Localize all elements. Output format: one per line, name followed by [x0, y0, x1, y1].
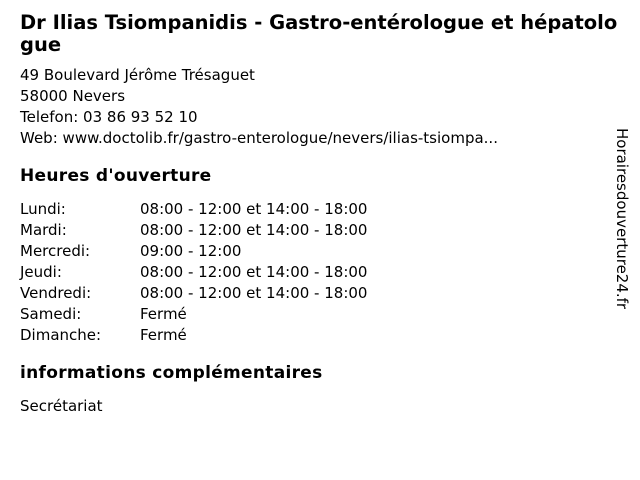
hours-row-saturday: Samedi: Fermé	[20, 304, 640, 325]
hours-row-tuesday: Mardi: 08:00 - 12:00 et 14:00 - 18:00	[20, 220, 640, 241]
additional-info-heading: informations complémentaires	[20, 363, 323, 383]
address-line-2: 58000 Nevers	[20, 87, 126, 105]
day-label: Dimanche:	[20, 326, 102, 344]
site-watermark-vertical: Horairesdouverture24.fr	[613, 128, 631, 310]
hours-row-wednesday: Mercredi: 09:00 - 12:00	[20, 241, 640, 262]
day-times: Fermé	[140, 305, 187, 323]
phone-number: 03 86 93 52 10	[83, 108, 198, 126]
day-times: 08:00 - 12:00 et 14:00 - 18:00	[140, 263, 368, 281]
day-label: Mercredi:	[20, 242, 91, 260]
day-times: 08:00 - 12:00 et 14:00 - 18:00	[140, 200, 368, 218]
hours-row-thursday: Jeudi: 08:00 - 12:00 et 14:00 - 18:00	[20, 262, 640, 283]
phone-line: Telefon: 03 86 93 52 10	[20, 107, 640, 128]
additional-info-text: Secrétariat	[20, 397, 103, 415]
address-line-1: 49 Boulevard Jérôme Trésaguet	[20, 66, 255, 84]
page-title: Dr Ilias Tsiompanidis - Gastro-entérolog…	[20, 11, 618, 56]
day-label: Vendredi:	[20, 284, 92, 302]
opening-hours-heading: Heures d'ouverture	[20, 166, 212, 186]
hours-row-monday: Lundi: 08:00 - 12:00 et 14:00 - 18:00	[20, 199, 640, 220]
phone-label: Telefon:	[20, 108, 79, 126]
day-times: 09:00 - 12:00	[140, 242, 242, 260]
web-url: www.doctolib.fr/gastro-enterologue/never…	[62, 129, 498, 147]
day-label: Jeudi:	[20, 263, 62, 281]
opening-hours-table: Lundi: 08:00 - 12:00 et 14:00 - 18:00 Mar…	[20, 199, 640, 346]
day-times: Fermé	[140, 326, 187, 344]
day-label: Samedi:	[20, 305, 82, 323]
day-label: Mardi:	[20, 221, 67, 239]
hours-row-friday: Vendredi: 08:00 - 12:00 et 14:00 - 18:00	[20, 283, 640, 304]
web-line: Web: www.doctolib.fr/gastro-enterologue/…	[20, 128, 640, 149]
day-times: 08:00 - 12:00 et 14:00 - 18:00	[140, 284, 368, 302]
main-content: Dr Ilias Tsiompanidis - Gastro-entérolog…	[20, 11, 640, 416]
hours-row-sunday: Dimanche: Fermé	[20, 325, 640, 346]
day-label: Lundi:	[20, 200, 66, 218]
contact-block: 49 Boulevard Jérôme Trésaguet 58000 Neve…	[20, 65, 640, 149]
day-times: 08:00 - 12:00 et 14:00 - 18:00	[140, 221, 368, 239]
web-label: Web:	[20, 129, 58, 147]
